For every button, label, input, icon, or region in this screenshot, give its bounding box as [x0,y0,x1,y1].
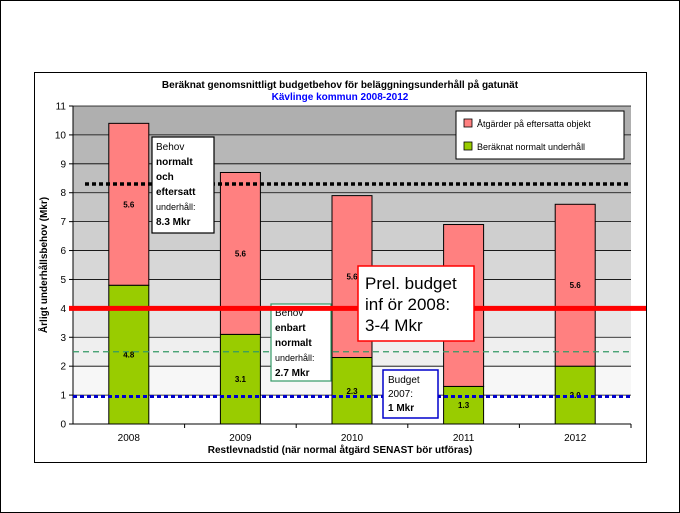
data-label: 5.6 [570,281,582,290]
bar-normalt-underhall [219,333,261,425]
y-tick-label: 3 [60,333,66,344]
chart-title: Beräknat genomsnittligt budgetbehov för … [162,79,519,91]
annotation-behov-total-line: eftersatt [156,187,196,198]
y-tick-label: 0 [60,420,66,431]
x-tick-label: 2009 [229,433,252,444]
bar-eftersatta-objekt [108,122,150,286]
data-label: 1.3 [458,401,470,410]
data-label: 5.6 [235,249,247,258]
annotation-behov-total-line: 8.3 Mkr [156,217,191,228]
annotation-behov-total-line: underhåll: [156,202,196,212]
annotation-prel-budget-line: 3-4 Mkr [365,316,423,335]
y-tick-label: 8 [60,188,66,199]
x-tick-label: 2010 [341,433,364,444]
annotation-budget-2007-line: 1 Mkr [388,403,414,414]
annotation-behov-total-line: och [156,172,174,183]
data-label: 3.1 [235,375,247,384]
annotation-budget-2007-line: Budget [388,375,420,386]
chart: Beräknat genomsnittligt budgetbehov för … [37,79,646,456]
y-tick-label: 7 [60,217,66,228]
y-tick-label: 9 [60,159,66,170]
annotation-behov-normalt-line: normalt [275,338,312,349]
data-label: 5.6 [123,200,135,209]
legend-box [455,110,625,160]
y-tick-label: 6 [60,246,66,257]
data-label: 2.3 [346,387,358,396]
annotation-behov-total-line: Behov [156,142,184,153]
annotation-behov-total-box [151,136,215,234]
legend-label-normalt: Beräknat normalt underhåll [477,142,585,152]
data-label: 2.0 [570,391,582,400]
annotation-budget-2007-box [382,369,439,419]
y-tick-label: 5 [60,275,66,286]
y-tick-label: 1 [60,391,66,402]
legend-swatch-eftersatta [463,118,473,128]
x-axis-label: Restlevnadstid (när normal åtgärd SENAST… [208,444,473,456]
chart-frame: Beräknat genomsnittligt budgetbehov för … [34,72,647,463]
annotation-budget-2007-line: 2007: [388,389,413,400]
y-tick-label: 11 [56,102,67,113]
bar-normalt-underhall [331,357,373,425]
annotation-behov-normalt-line: Behov [275,308,303,319]
annotation-behov-normalt-line: 2.7 Mkr [275,368,310,379]
legend-label-eftersatta: Åtgärder på eftersatta objekt [477,119,591,129]
y-tick-label: 10 [55,130,67,141]
annotation-prel-budget-box [357,265,475,342]
y-tick-label: 2 [60,362,66,373]
annotation-prel-budget-line: Prel. budget [365,274,457,293]
data-label: 4.8 [123,351,135,360]
annotation-behov-normalt-line: underhåll: [275,353,315,363]
annotation-behov-normalt-box [270,303,332,382]
y-axis-label: Årligt underhållsbehov (Mkr) [37,197,50,333]
y-tick-label: 4 [60,304,66,315]
bar-eftersatta-objekt [554,203,596,367]
annotation-behov-total-line: normalt [156,157,193,168]
annotation-behov-normalt-line: enbart [275,323,306,334]
x-tick-label: 2012 [564,433,587,444]
x-tick-label: 2008 [118,433,141,444]
data-label: 5.6 [346,273,358,282]
annotation-prel-budget-line: inf ör 2008: [365,295,450,314]
x-tick-label: 2011 [453,433,475,444]
legend-swatch-normalt [463,141,473,151]
chart-subtitle: Kävlinge kommun 2008-2012 [272,92,409,103]
bar-normalt-underhall [554,365,596,425]
